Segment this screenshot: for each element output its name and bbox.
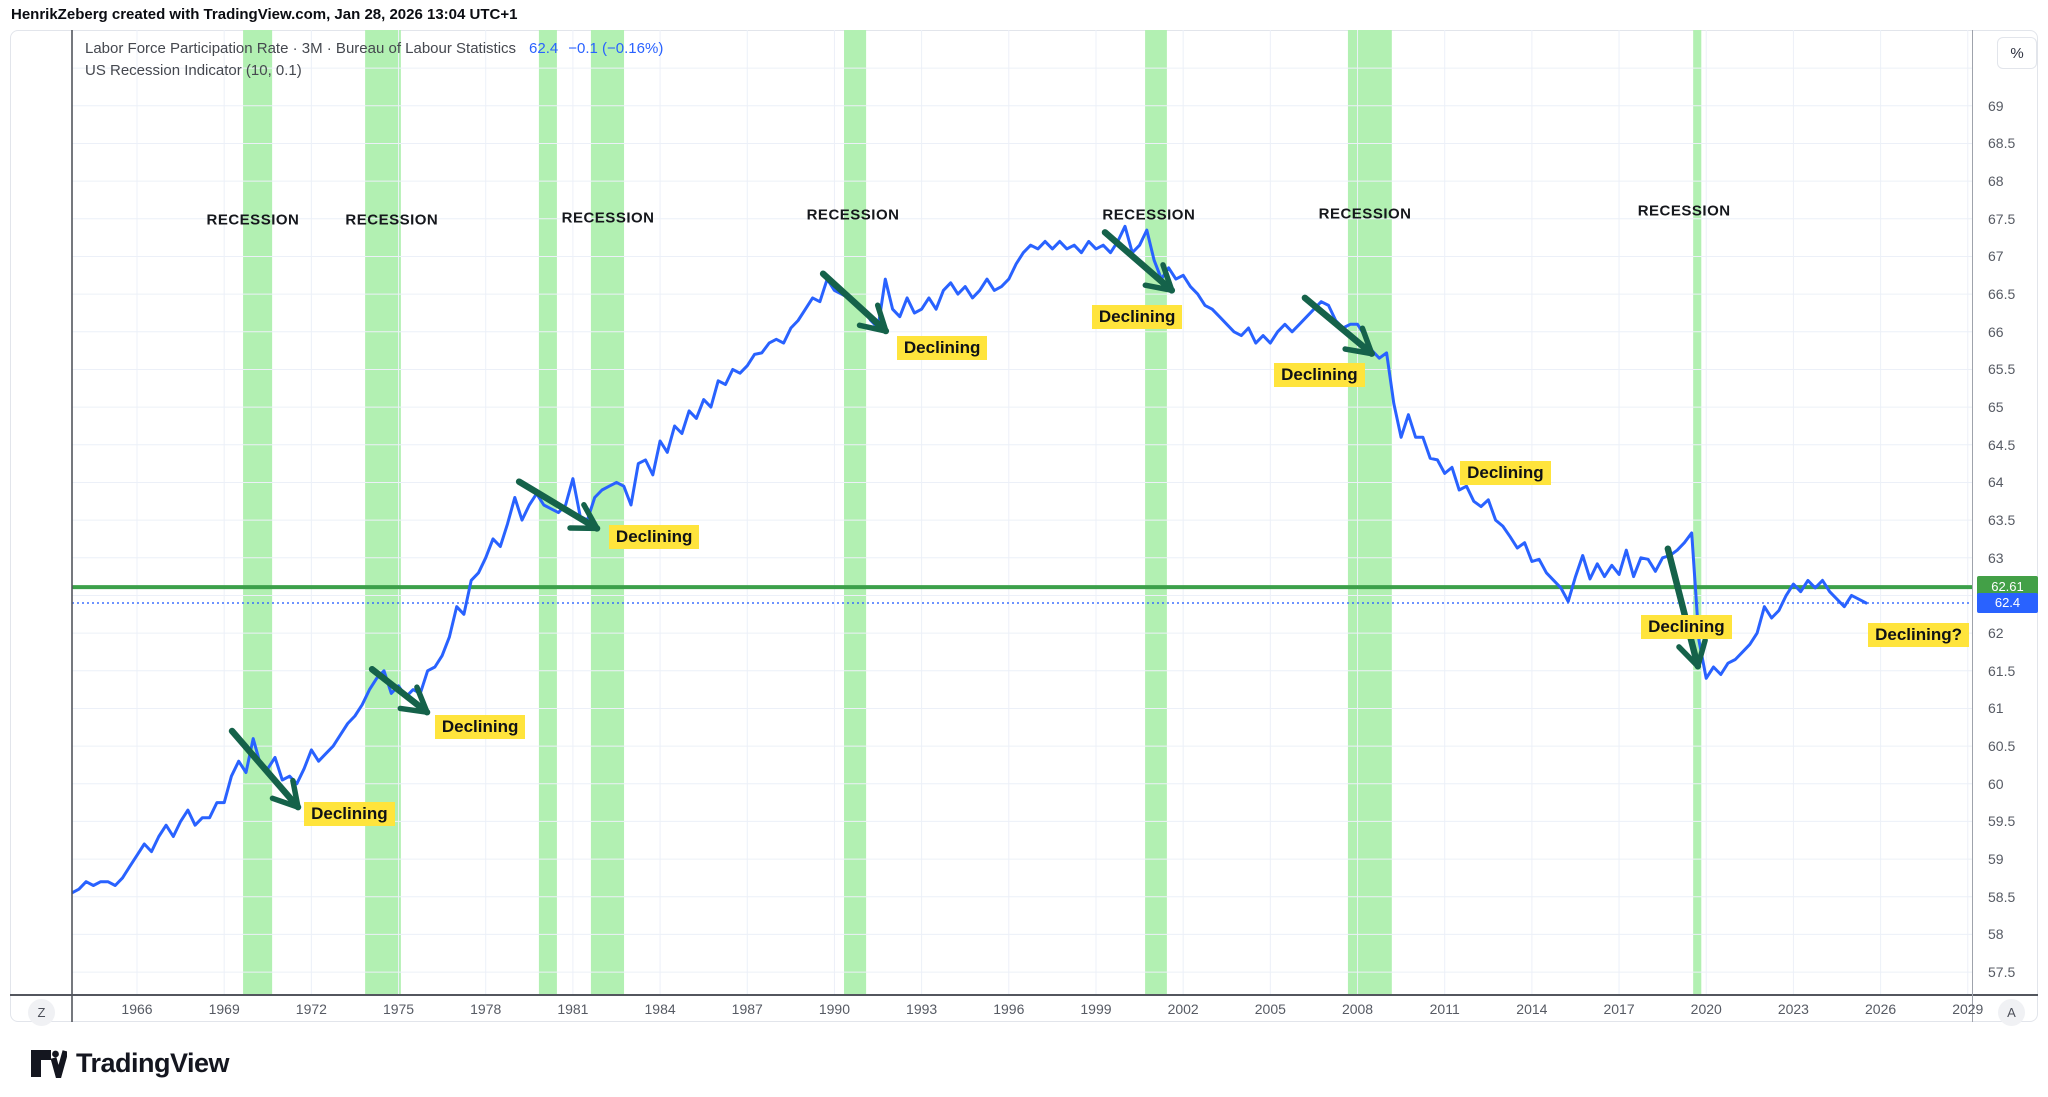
declining-badge[interactable]: Declining [434,715,526,740]
timezone-button[interactable]: Z [28,999,55,1026]
declining-badge[interactable]: Declining [1460,461,1551,486]
tradingview-logo-icon [31,1050,67,1078]
lfpr-line-series[interactable] [72,224,1868,895]
legend-indicator-row[interactable]: US Recession Indicator (10, 0.1) [85,62,302,79]
declining-badge[interactable]: Declining [1274,362,1365,387]
legend: Labor Force Participation Rate · 3M · Bu… [85,38,663,82]
declining-arrow-annotation[interactable] [1301,294,1376,357]
price-label-green: 62.61 [1977,576,2038,597]
legend-last-value: 62.4 [529,40,559,57]
declining-arrow-annotation[interactable] [228,727,302,811]
legend-series-title[interactable]: Labor Force Participation Rate · 3M · Bu… [85,40,517,57]
declining-arrow-annotation[interactable] [1101,229,1176,294]
recession-band [590,30,625,995]
declining-arrow-annotation[interactable] [368,666,431,716]
tradingview-logo-text: TradingView [76,1048,230,1078]
declining-badge[interactable]: Declining? [1868,623,1969,648]
declining-arrow-annotation[interactable] [819,270,890,335]
price-label-blue: 62.4 [1977,592,2038,613]
recession-band [365,30,401,995]
recession-band [1693,30,1702,995]
tradingview-logo[interactable]: TradingView [30,1048,230,1079]
declining-badge[interactable]: Declining [304,801,395,826]
auto-scale-button[interactable]: A [1998,999,2025,1026]
recession-band [538,30,557,995]
recession-band [243,30,273,995]
legend-change-value: −0.1 (−0.16%) [568,40,664,57]
attribution-text: HenrikZeberg created with TradingView.co… [11,6,518,23]
recession-band [844,30,867,995]
recession-band [1347,30,1392,995]
declining-arrow-annotation[interactable] [515,478,601,532]
declining-badge[interactable]: Declining [896,336,988,361]
recession-band [1145,30,1167,995]
declining-badge[interactable]: Declining [1091,304,1183,329]
declining-badge[interactable]: Declining [608,524,700,549]
legend-main-row[interactable]: Labor Force Participation Rate · 3M · Bu… [85,38,663,60]
percent-scale-badge[interactable]: % [1997,37,2037,69]
declining-badge[interactable]: Declining [1641,615,1732,640]
declining-arrow-annotation[interactable] [1664,545,1708,670]
plot-area[interactable] [72,30,1973,995]
